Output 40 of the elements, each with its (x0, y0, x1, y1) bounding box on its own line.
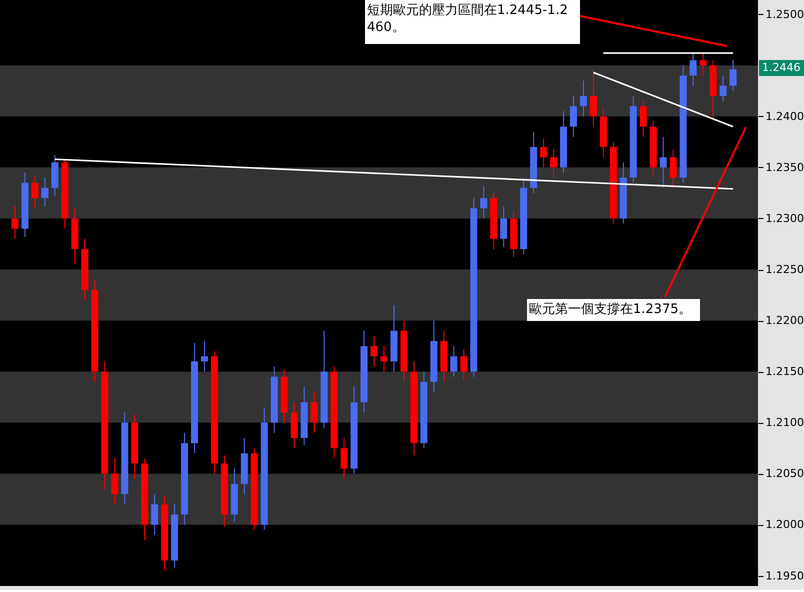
candlestick (200, 340, 208, 372)
candlestick (550, 148, 558, 178)
candlestick (590, 70, 597, 128)
annotation: 短期歐元的壓力區間在1.2445-1.2460。 (367, 3, 568, 35)
candlestick (580, 80, 587, 117)
candlestick (480, 185, 488, 219)
candlestick (11, 206, 18, 240)
candlestick (700, 52, 707, 76)
candlestick (640, 100, 647, 138)
y-tick-label: 1.2150 (766, 365, 804, 378)
candlestick (41, 177, 48, 207)
candlestick (310, 392, 318, 434)
candlestick (450, 346, 458, 378)
annotation: 歐元第一個支撐在1.2375。 (529, 302, 692, 317)
y-tick-label: 1.2500 (766, 8, 804, 21)
y-tick-label: 1.2250 (766, 263, 804, 276)
y-tick-label: 1.2350 (766, 160, 804, 174)
candlestick (660, 136, 667, 188)
y-tick-label: 1.2100 (766, 416, 804, 430)
text: 1.2446 (762, 61, 800, 74)
candlestick (570, 95, 577, 138)
candlestick (540, 138, 548, 168)
candlestick (730, 60, 737, 92)
candlestick (31, 175, 38, 209)
y-tick-label: 1.2300 (766, 212, 804, 225)
candlestick (720, 75, 727, 102)
candlestick (370, 335, 378, 368)
y-tick-label: 1.1950 (766, 569, 804, 582)
candlestick (670, 148, 677, 188)
y-tick-label: 1.2050 (766, 467, 804, 480)
candlestick (690, 52, 697, 86)
candlestick (500, 206, 508, 248)
candlestick (111, 458, 118, 505)
candlestick (151, 494, 158, 536)
y-tick-label: 1.2200 (766, 314, 804, 328)
y-tick-label: 1.2400 (766, 110, 804, 123)
candlestick (340, 437, 348, 480)
candlestick (380, 346, 388, 372)
candlestick (460, 348, 468, 380)
y-tick-label: 1.2000 (766, 518, 804, 532)
